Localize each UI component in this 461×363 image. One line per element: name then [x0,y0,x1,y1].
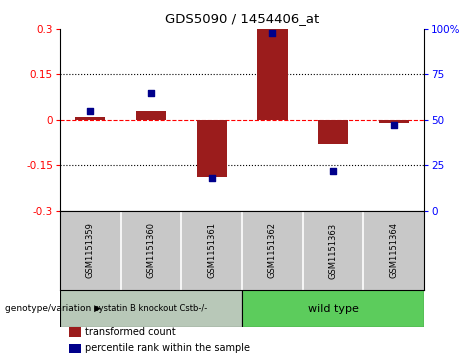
Bar [242,290,424,327]
Point [87,108,94,114]
Text: GSM1151364: GSM1151364 [389,223,398,278]
Text: GSM1151360: GSM1151360 [147,223,155,278]
Point [269,30,276,36]
Title: GDS5090 / 1454406_at: GDS5090 / 1454406_at [165,12,319,25]
Text: cystatin B knockout Cstb-/-: cystatin B knockout Cstb-/- [95,304,207,313]
Bar [196,120,227,177]
Bar [378,120,409,123]
Text: wild type: wild type [307,303,359,314]
Text: GSM1151363: GSM1151363 [329,223,337,278]
Text: GSM1151359: GSM1151359 [86,223,95,278]
Bar [318,120,348,144]
Point [390,122,397,128]
Text: genotype/variation ▶: genotype/variation ▶ [5,304,100,313]
Text: GSM1151362: GSM1151362 [268,223,277,278]
Bar [257,29,288,120]
Bar [136,111,166,120]
Point [208,175,215,181]
Text: GSM1151361: GSM1151361 [207,223,216,278]
Text: percentile rank within the sample: percentile rank within the sample [85,343,250,354]
Bar [75,117,106,120]
Text: transformed count: transformed count [85,327,176,337]
Point [329,168,337,174]
Point [148,90,155,95]
Bar [60,290,242,327]
